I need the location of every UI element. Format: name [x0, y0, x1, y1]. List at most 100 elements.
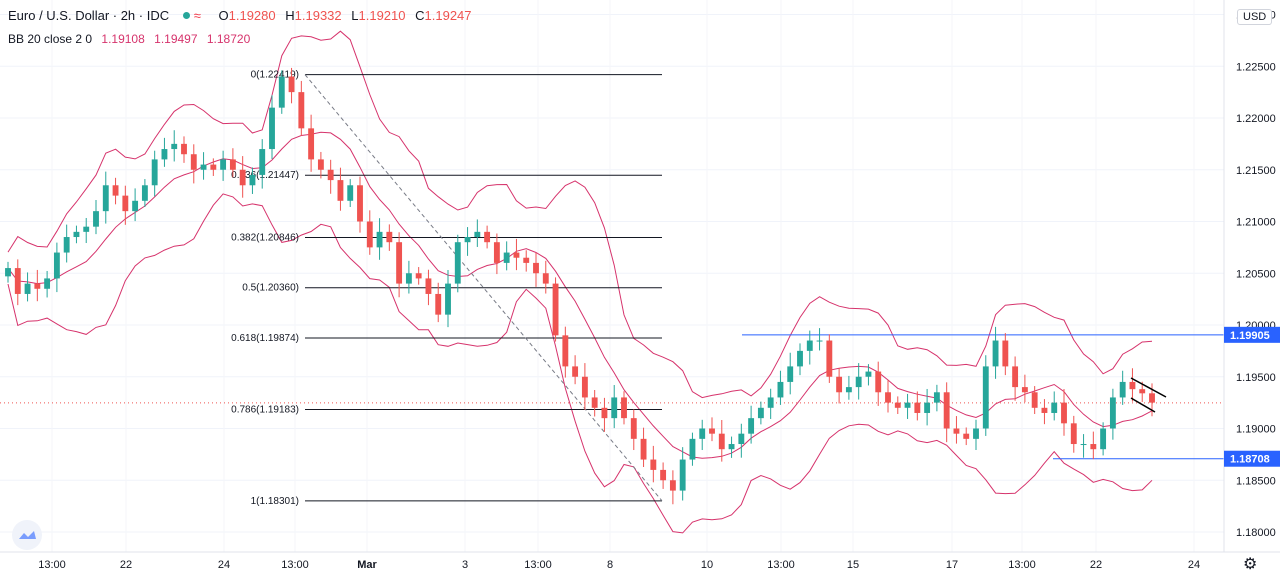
candle — [1119, 370, 1126, 405]
candle-body — [679, 459, 686, 491]
candle — [660, 462, 667, 489]
fib-level-label: 0.618(1.19874) — [231, 333, 299, 344]
candle-body — [220, 159, 227, 170]
candle-body — [357, 185, 363, 222]
candle — [542, 260, 549, 294]
candle — [1061, 388, 1067, 436]
candle-body — [943, 392, 950, 429]
candle-body — [591, 397, 598, 408]
candle — [200, 152, 207, 180]
time-tick-label: 13:00 — [1008, 559, 1036, 571]
price-tick-label: 1.22000 — [1236, 113, 1276, 125]
candle-body — [914, 402, 921, 413]
gear-icon[interactable]: ⚙ — [1243, 556, 1258, 573]
time-tick-label: 17 — [946, 559, 958, 571]
candle-body — [523, 257, 530, 263]
candle-body — [63, 237, 70, 253]
candle — [1129, 368, 1136, 402]
candle — [992, 326, 999, 379]
fib-trend-line — [304, 74, 663, 502]
candle — [366, 210, 373, 255]
candle — [102, 171, 109, 224]
candle — [572, 355, 579, 385]
pennant-upper-line — [1130, 377, 1167, 398]
candle-body — [347, 185, 354, 201]
candle — [308, 114, 315, 172]
candle-body — [855, 376, 862, 388]
candle — [1002, 333, 1009, 376]
candle — [229, 148, 236, 178]
time-tick-label: 3 — [462, 559, 468, 571]
candle — [885, 379, 891, 413]
candle — [181, 136, 187, 163]
candle — [689, 432, 696, 466]
close-value: 1.19247 — [424, 8, 472, 23]
tradingview-logo[interactable] — [12, 520, 42, 550]
candle — [278, 70, 285, 114]
candle — [151, 150, 158, 197]
candle — [317, 151, 324, 179]
currency-label[interactable]: USD — [1237, 9, 1273, 25]
candle-body — [1061, 402, 1067, 424]
fib-level-label: 0.382(1.20846) — [231, 232, 299, 243]
indicator-name: BB 20 close 2 0 — [8, 32, 93, 46]
candle — [963, 427, 970, 446]
candle — [924, 388, 931, 426]
wave-icon: ≈ — [193, 8, 201, 23]
candle-body — [630, 418, 637, 439]
candle-body — [1129, 381, 1136, 390]
candle-body — [865, 371, 872, 377]
candle — [1090, 431, 1097, 460]
candle — [1031, 386, 1038, 415]
candle-body — [894, 402, 901, 408]
candle-body — [1070, 423, 1077, 445]
candle-body — [797, 350, 803, 367]
candle — [826, 334, 833, 383]
candle — [220, 150, 227, 181]
candle — [503, 241, 510, 271]
candle — [904, 393, 911, 419]
fib-level-label: 1(1.18301) — [251, 496, 299, 507]
candle-body — [728, 444, 735, 450]
candle — [865, 364, 872, 386]
candle — [1051, 391, 1058, 421]
candle — [1012, 356, 1019, 401]
candle — [533, 252, 539, 287]
candle-body — [141, 185, 148, 201]
candle — [1021, 374, 1028, 403]
candle-body — [464, 237, 471, 243]
candle-body — [259, 149, 266, 175]
candle — [396, 232, 403, 298]
trend-drawings — [1130, 377, 1167, 413]
candle — [777, 370, 784, 405]
candle — [845, 375, 852, 400]
candle-body — [1139, 389, 1146, 394]
candle — [1041, 399, 1048, 425]
candle-body — [376, 231, 383, 248]
candle — [552, 277, 559, 342]
candle — [34, 269, 41, 302]
candle-body — [660, 469, 667, 481]
candle — [83, 217, 90, 244]
candle — [269, 95, 275, 159]
candle-body — [513, 252, 520, 258]
candle-body — [982, 366, 989, 429]
candle-body — [992, 340, 999, 367]
time-tick-label: 13:00 — [281, 559, 309, 571]
candle — [914, 391, 921, 421]
candle — [611, 385, 618, 429]
candle-body — [953, 428, 960, 434]
fib-level-label: 0(1.22419) — [251, 70, 299, 81]
time-tick-label: 13:00 — [524, 559, 552, 571]
candle-body — [1031, 392, 1038, 408]
symbol-title[interactable]: Euro / U.S. Dollar · 2h · IDC — [8, 8, 170, 23]
candle-body — [1002, 340, 1009, 367]
candle-body — [229, 159, 236, 170]
indicator-legend[interactable]: BB 20 close 2 0 1.19108 1.19497 1.18720 — [8, 32, 250, 46]
candle-body — [1080, 444, 1087, 446]
candle — [767, 388, 774, 419]
candle — [376, 218, 383, 260]
candle-body — [445, 283, 451, 315]
candle — [621, 391, 627, 425]
